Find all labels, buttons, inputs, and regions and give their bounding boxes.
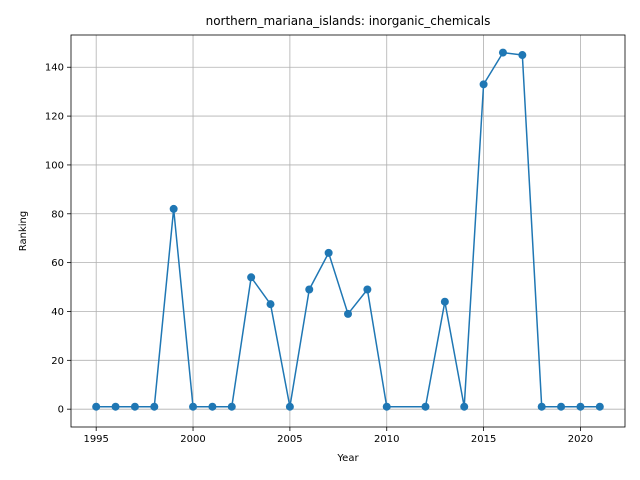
data-point — [169, 204, 178, 213]
data-point — [421, 402, 430, 411]
data-point — [576, 402, 585, 411]
y-tick-label: 100 — [45, 160, 64, 171]
data-point — [363, 285, 372, 294]
x-tick-label: 1995 — [83, 434, 108, 445]
series-line — [96, 51, 600, 408]
data-point — [344, 309, 352, 318]
y-tick-label: 140 — [45, 63, 64, 74]
chart-title: northern_mariana_islands: inorganic_chem… — [206, 14, 491, 28]
data-point — [111, 402, 120, 411]
x-axis-label: Year — [336, 453, 359, 464]
data-point — [460, 402, 469, 411]
x-axis-ticks: 1995 2000 2005 2010 2015 2020 — [83, 427, 593, 445]
data-point — [440, 297, 449, 306]
x-tick-label: 2015 — [471, 434, 496, 445]
data-point — [189, 402, 198, 411]
x-tick-label: 2020 — [568, 434, 593, 445]
y-tick-label: 60 — [51, 258, 64, 269]
y-tick-label: 0 — [58, 405, 64, 416]
data-series — [92, 48, 604, 411]
data-point — [285, 402, 294, 411]
x-tick-label: 2000 — [180, 434, 205, 445]
data-point — [518, 51, 527, 60]
data-point — [382, 402, 391, 411]
data-point — [266, 300, 275, 309]
data-point — [130, 402, 139, 411]
plot-frame — [70, 34, 626, 428]
data-point — [479, 80, 488, 89]
y-axis-ticks: 0 20 40 60 80 100 120 140 — [45, 63, 71, 416]
y-tick-label: 40 — [51, 307, 64, 318]
x-tick-label: 2005 — [277, 434, 302, 445]
data-point — [92, 402, 101, 411]
data-point — [305, 285, 314, 294]
data-point — [208, 402, 217, 411]
data-point — [227, 402, 236, 411]
data-point — [150, 402, 159, 411]
data-point — [247, 273, 256, 282]
data-point — [557, 402, 566, 411]
y-tick-label: 120 — [45, 112, 64, 123]
data-point — [498, 48, 507, 57]
data-point — [537, 402, 546, 411]
y-tick-label: 20 — [51, 356, 64, 367]
data-point — [595, 402, 604, 411]
y-tick-label: 80 — [51, 209, 64, 220]
x-tick-label: 2010 — [374, 434, 399, 445]
grid — [71, 35, 625, 427]
data-point — [324, 248, 333, 257]
y-axis-label: Ranking — [18, 211, 29, 251]
